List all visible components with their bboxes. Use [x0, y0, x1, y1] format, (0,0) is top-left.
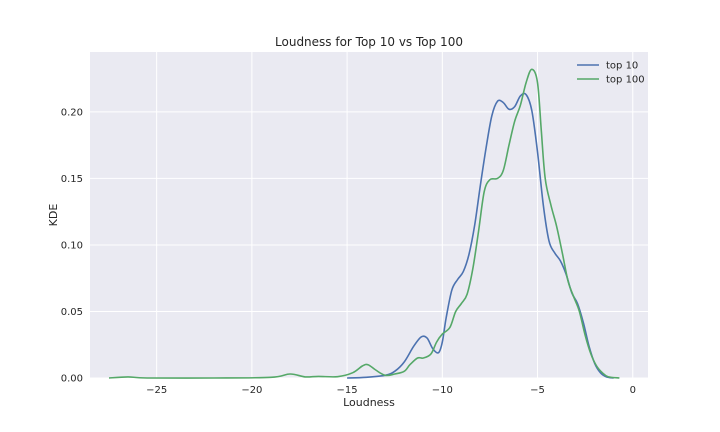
series-line-top-100	[108, 68, 620, 379]
chart-title: Loudness for Top 10 vs Top 100	[275, 35, 463, 49]
y-tick-label: 0.05	[61, 307, 83, 318]
x-tick-label: −25	[146, 385, 167, 396]
y-tick-label: 0.15	[61, 174, 83, 185]
y-tick-labels: 0.00 0.05 0.10 0.15 0.20	[61, 107, 83, 384]
plot-background	[90, 52, 648, 378]
y-tick-label: 0.20	[61, 107, 83, 118]
x-tick-label: −5	[530, 385, 545, 396]
y-tick-label: 0.00	[61, 374, 83, 385]
legend-label-top-10: top 10	[606, 61, 638, 72]
x-tick-label: −10	[432, 385, 453, 396]
x-tick-label: 0	[630, 385, 636, 396]
x-axis-label: Loudness	[343, 396, 395, 409]
x-tick-label: −15	[337, 385, 358, 396]
legend: top 10 top 100	[577, 61, 645, 86]
legend-label-top-100: top 100	[606, 75, 645, 86]
x-tick-label: −20	[241, 385, 262, 396]
y-axis-label: KDE	[47, 204, 60, 227]
series-group	[108, 68, 620, 379]
x-tick-labels: −25 −20 −15 −10 −5 0	[146, 385, 636, 396]
y-tick-label: 0.10	[61, 240, 83, 251]
